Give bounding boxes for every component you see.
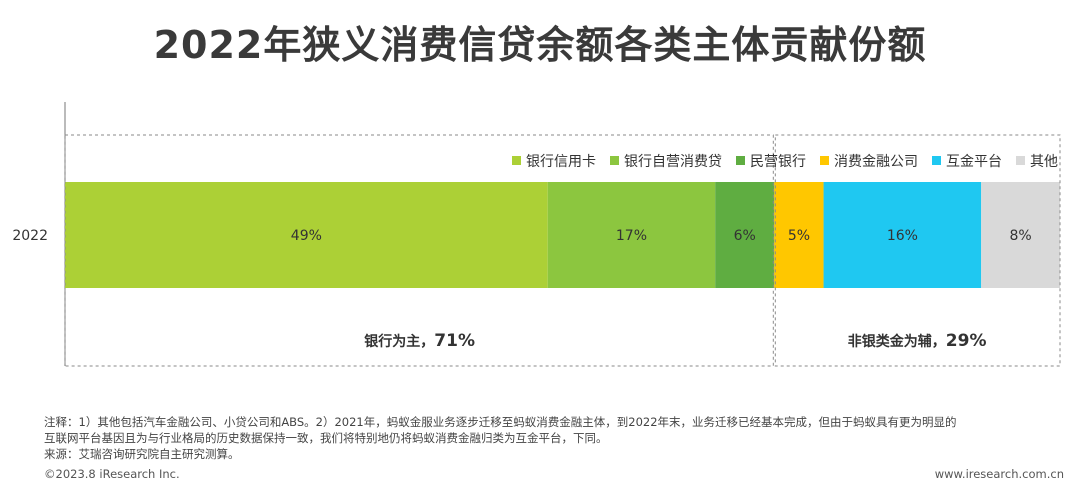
legend-label: 银行自营消费贷 xyxy=(624,154,722,170)
data-label: 16% xyxy=(887,228,918,244)
website: www.iresearch.com.cn xyxy=(934,467,1064,481)
bar-segment xyxy=(774,182,824,288)
data-label: 17% xyxy=(616,228,647,244)
bar-segment xyxy=(547,182,716,288)
stacked-bar-chart: 2022 49% 17% 6% 5% 16% 8% 银行为主，71% 非银类金为辅，29% 银行信… xyxy=(12,102,1061,367)
bar-segment xyxy=(65,182,548,288)
bar-segment xyxy=(981,182,1060,288)
legend-label: 互金平台 xyxy=(946,154,1002,170)
data-label: 8% xyxy=(1009,228,1031,244)
notes: 注释：1）其他包括汽车金融公司、小贷公司和ABS。2）2021年，蚂蚁金服业务逐… xyxy=(44,414,1074,462)
group-label: 非银类金为辅，29% xyxy=(848,331,987,351)
category-label: 2022 xyxy=(12,228,48,244)
legend-swatch xyxy=(610,156,619,165)
chart-title: 2022年狭义消费信贷余额各类主体贡献份额 xyxy=(153,23,927,67)
bar-segment xyxy=(715,182,775,288)
note-line: 注释：1）其他包括汽车金融公司、小贷公司和ABS。2）2021年，蚂蚁金服业务逐… xyxy=(44,415,957,429)
legend-label: 银行信用卡 xyxy=(526,154,596,170)
data-label: 6% xyxy=(734,228,756,244)
note-line: 互联网平台基因且为与行业格局的历史数据保持一致，我们将特别地仍将蚂蚁消费金融归类… xyxy=(44,431,608,445)
source-line: 来源：艾瑞咨询研究院自主研究测算。 xyxy=(44,447,240,461)
legend-label: 其他 xyxy=(1030,154,1058,170)
group-box xyxy=(64,134,774,367)
data-label: 5% xyxy=(788,228,810,244)
legend-swatch xyxy=(820,156,829,165)
copyright: ©2023.8 iResearch Inc. xyxy=(44,467,180,481)
legend-label: 消费金融公司 xyxy=(834,154,918,170)
bar-segment xyxy=(823,182,982,288)
group-label: 银行为主，71% xyxy=(364,331,475,351)
legend-swatch xyxy=(1016,156,1025,165)
legend-swatch xyxy=(736,156,745,165)
data-label: 49% xyxy=(291,228,322,244)
legend-swatch xyxy=(512,156,521,165)
legend-swatch xyxy=(932,156,941,165)
legend-label: 民营银行 xyxy=(750,154,806,170)
